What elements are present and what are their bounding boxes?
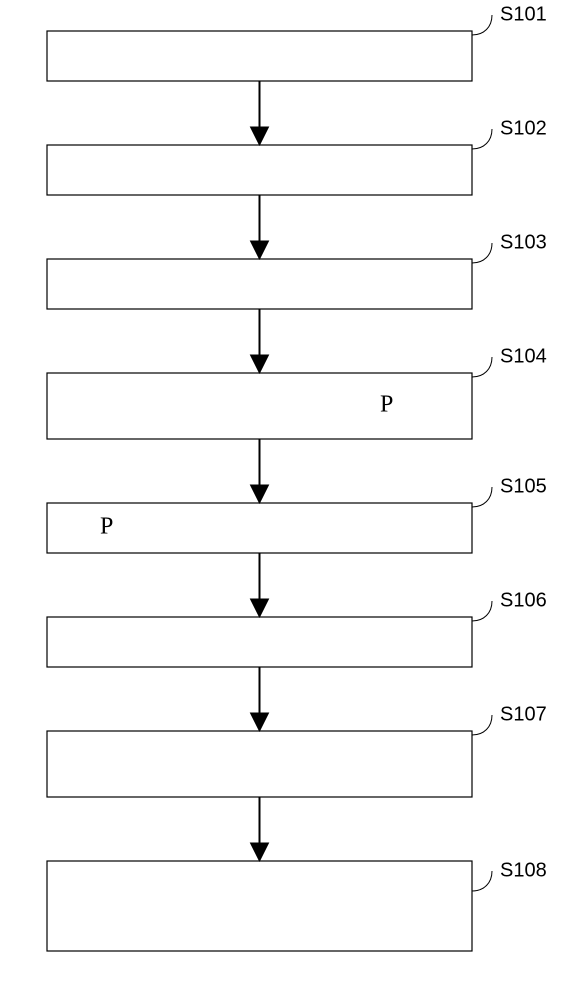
- step-leader-line: [472, 601, 492, 621]
- step-leader-line: [472, 487, 492, 507]
- step-leader-line: [472, 715, 492, 735]
- flowchart-step: [47, 373, 472, 439]
- step-label: S104: [500, 345, 547, 367]
- flowchart-step: [47, 731, 472, 797]
- step-label: S108: [500, 859, 547, 881]
- flowchart-step: [47, 145, 472, 195]
- step-label: S106: [500, 589, 547, 611]
- flowchart-arrow-head: [251, 843, 269, 861]
- flowchart-arrow-head: [251, 127, 269, 145]
- step-label: S107: [500, 703, 547, 725]
- step-leader-line: [472, 243, 492, 263]
- flowchart-arrow-head: [251, 713, 269, 731]
- flowchart-step: [47, 259, 472, 309]
- flowchart-arrow-head: [251, 599, 269, 617]
- flowchart-step: [47, 31, 472, 81]
- flowchart-step-text: P: [100, 514, 113, 540]
- step-label: S105: [500, 475, 547, 497]
- step-leader-line: [472, 871, 492, 891]
- step-label: S103: [500, 231, 547, 253]
- step-label: S101: [500, 3, 547, 25]
- flowchart-step: [47, 617, 472, 667]
- flowchart-diagram: S101 S102 S103 P S104 P S105 S106 S107 S108: [0, 0, 585, 1000]
- flowchart-step: [47, 861, 472, 951]
- step-leader-line: [472, 129, 492, 149]
- step-leader-line: [472, 357, 492, 377]
- flowchart-arrow-head: [251, 241, 269, 259]
- flowchart-step-text: P: [380, 392, 393, 418]
- step-leader-line: [472, 15, 492, 35]
- flowchart-arrow-head: [251, 485, 269, 503]
- flowchart-arrow-head: [251, 355, 269, 373]
- step-label: S102: [500, 117, 547, 139]
